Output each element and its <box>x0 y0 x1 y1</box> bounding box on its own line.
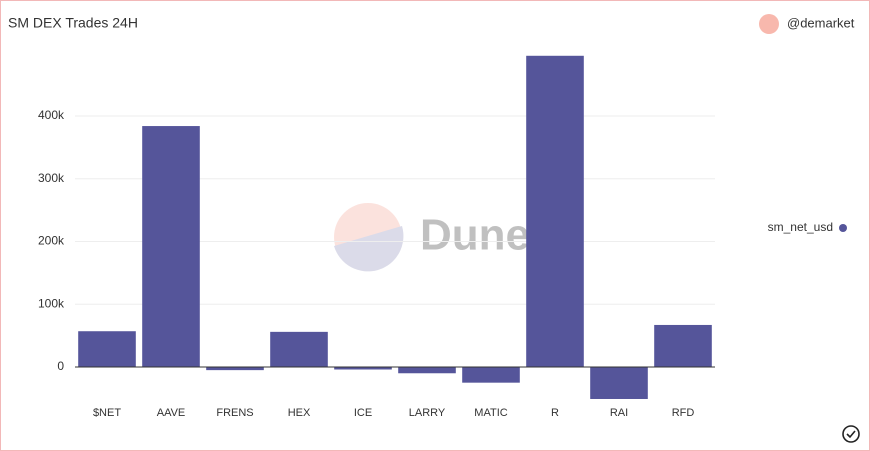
author: @demarket <box>787 15 855 30</box>
x-tick-label: ICE <box>354 407 372 419</box>
watermark-text: Dune <box>420 211 530 260</box>
y-tick-label: 0 <box>57 359 64 373</box>
watermark-logo-part <box>334 226 404 272</box>
y-tick-label: 100k <box>38 296 65 310</box>
author-icon <box>759 14 779 34</box>
x-tick-label: R <box>551 407 559 419</box>
bar <box>462 366 520 383</box>
x-tick-label: RAI <box>610 407 628 419</box>
x-tick-label: HEX <box>288 407 311 419</box>
watermark-logo <box>334 203 402 271</box>
legend-label: sm_net_usd <box>768 220 833 234</box>
bar <box>270 331 328 367</box>
bar <box>654 324 712 367</box>
chart-title: SM DEX Trades 24H <box>8 15 138 31</box>
bar <box>334 366 392 370</box>
bar <box>142 126 200 367</box>
x-tick-label: MATIC <box>474 407 507 419</box>
watermark: Dune <box>334 203 530 272</box>
bar <box>526 55 584 367</box>
x-tick-label: LARRY <box>409 407 446 419</box>
x-tick-label: RFD <box>672 407 695 419</box>
x-tick-label: FRENS <box>216 407 253 419</box>
check-icon[interactable] <box>842 425 860 443</box>
y-tick-label: 200k <box>38 234 65 248</box>
legend-swatch <box>839 224 847 232</box>
bar <box>206 366 264 371</box>
bar <box>590 366 648 399</box>
bar <box>398 366 456 374</box>
x-tick-label: AAVE <box>157 407 186 419</box>
bar <box>78 331 136 367</box>
y-tick-label: 400k <box>38 108 65 122</box>
y-tick-label: 300k <box>38 171 65 185</box>
x-tick-label: $NET <box>93 407 121 419</box>
